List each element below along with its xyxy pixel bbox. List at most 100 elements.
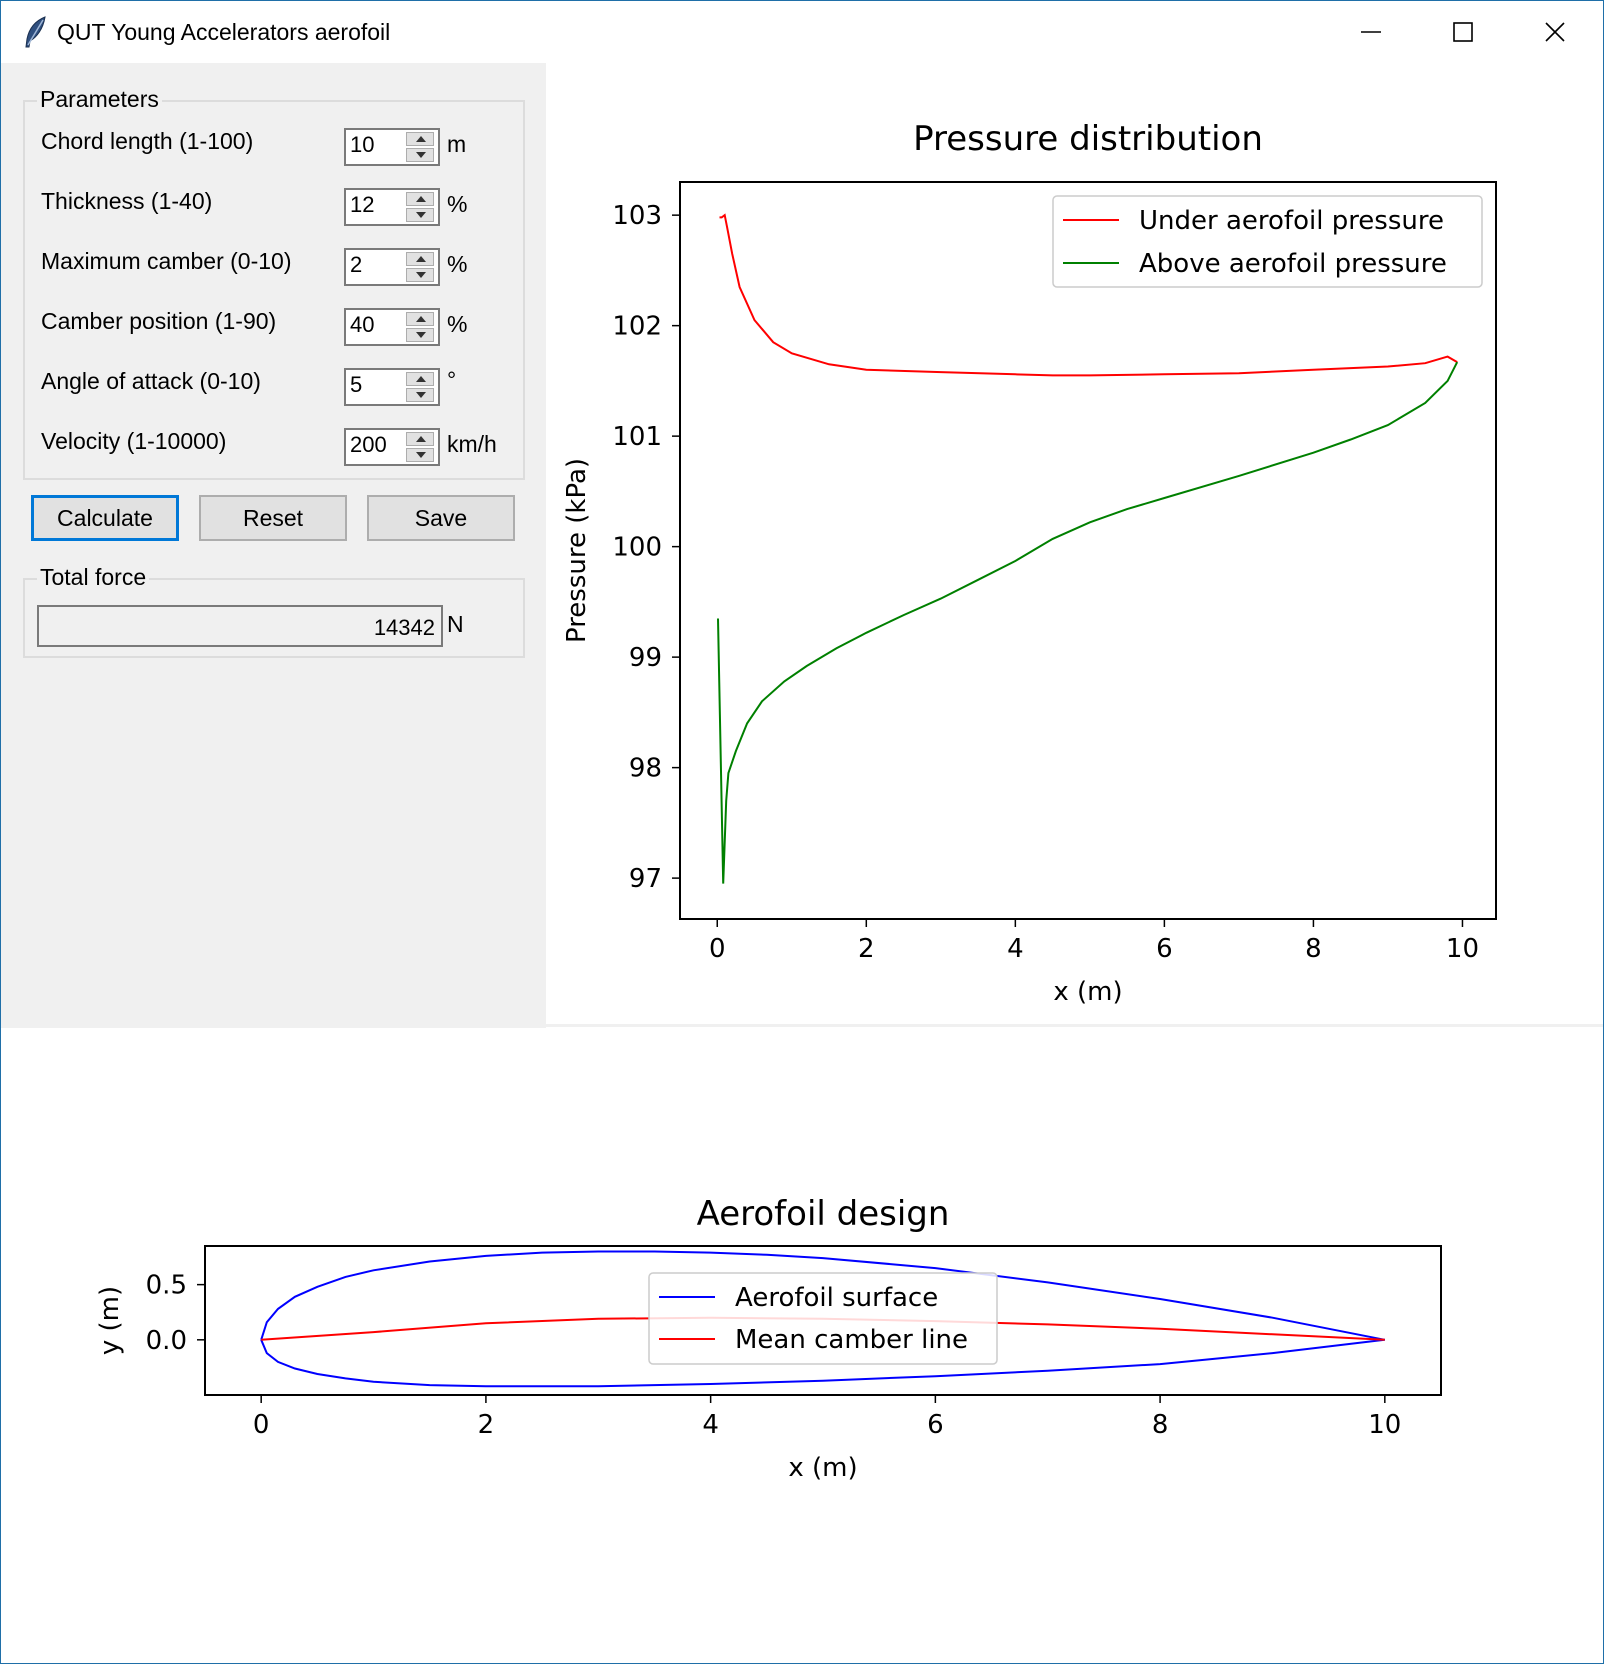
angle-of-attack-spin-arrows[interactable]: [406, 372, 436, 402]
maximum-camber-label: Maximum camber (0-10): [41, 248, 292, 274]
thickness-spinbox[interactable]: 12: [344, 188, 440, 226]
title-bar[interactable]: QUT Young Accelerators aerofoil: [1, 1, 1603, 63]
total-force-value: 14342: [373, 615, 435, 640]
velocity-spin-arrows[interactable]: [406, 432, 436, 462]
plot-frame: [204, 1245, 1442, 1396]
decrement-arrow-icon[interactable]: [406, 388, 434, 402]
y-tick-label: 0.0: [146, 1326, 187, 1356]
parameters-panel: Parameters Chord length (1-100) 10 m Thi…: [1, 63, 546, 1028]
x-tick-label: 8: [1152, 1410, 1169, 1440]
total-force-group: Total force: [23, 564, 525, 658]
maximum-camber-unit: %: [447, 251, 468, 277]
x-tick-label: 2: [478, 1410, 495, 1440]
calculate-button[interactable]: Calculate: [31, 495, 179, 541]
x-tick-label: 0: [709, 934, 726, 964]
increment-arrow-icon[interactable]: [406, 192, 434, 206]
chord-length-spinbox[interactable]: 10: [344, 128, 440, 166]
angle-of-attack-unit: °: [447, 367, 457, 393]
legend-label-1: Under aerofoil pressure: [1139, 206, 1444, 236]
close-button[interactable]: [1509, 1, 1601, 63]
angle-of-attack-value[interactable]: 5: [350, 372, 363, 397]
aerofoil-design-chart: Aerofoil design 0 2 4 6 8 10 0.0 0.5 x (m) y (m) Ae…: [95, 1194, 1442, 1483]
camber-position-spinbox[interactable]: 40: [344, 308, 440, 346]
reset-button[interactable]: Reset: [199, 495, 347, 541]
camber-position-value[interactable]: 40: [350, 312, 375, 337]
x-tick-label: 4: [1007, 934, 1024, 964]
maximize-icon: [1453, 22, 1473, 42]
maximum-camber-value[interactable]: 2: [350, 252, 363, 277]
x-tick-label: 4: [702, 1410, 719, 1440]
increment-arrow-icon[interactable]: [406, 432, 434, 446]
series-line-2: [717, 361, 1459, 884]
maximum-camber-spinbox[interactable]: 2: [344, 248, 440, 286]
thickness-unit: %: [447, 191, 468, 217]
x-tick-label: 10: [1446, 934, 1479, 964]
total-force-unit: N: [447, 611, 464, 637]
x-axis-label: x (m): [1053, 977, 1122, 1007]
decrement-arrow-icon[interactable]: [406, 328, 434, 342]
chord-length-spin-arrows[interactable]: [406, 132, 436, 162]
legend-label-2: Above aerofoil pressure: [1139, 249, 1447, 279]
thickness-value[interactable]: 12: [350, 192, 375, 217]
maximum-camber-spin-arrows[interactable]: [406, 252, 436, 282]
thickness-spin-arrows[interactable]: [406, 192, 436, 222]
legend-box: [1052, 195, 1483, 288]
legend-label-1: Aerofoil surface: [735, 1283, 938, 1313]
increment-arrow-icon[interactable]: [406, 372, 434, 386]
chord-length-value[interactable]: 10: [350, 132, 375, 157]
increment-arrow-icon[interactable]: [406, 132, 434, 146]
angle-of-attack-spinbox[interactable]: 5: [344, 368, 440, 406]
thickness-label: Thickness (1-40): [41, 188, 213, 214]
pressure-distribution-chart: Pressure distribution 0 2 4 6 8 10 97 98 99 100 101…: [562, 119, 1497, 1007]
x-tick-label: 6: [1156, 934, 1173, 964]
velocity-label: Velocity (1-10000): [41, 428, 227, 454]
velocity-unit: km/h: [447, 431, 497, 457]
decrement-arrow-icon[interactable]: [406, 208, 434, 222]
velocity-spinbox[interactable]: 200: [344, 428, 440, 466]
x-tick-label: 10: [1368, 1410, 1401, 1440]
y-tick-label: 0.5: [146, 1271, 187, 1301]
x-tick-label: 2: [858, 934, 875, 964]
y-tick-label: 101: [612, 422, 662, 452]
y-axis-label: y (m): [95, 1286, 125, 1355]
decrement-arrow-icon[interactable]: [406, 148, 434, 162]
chart-title: Pressure distribution: [913, 119, 1263, 159]
series-line-1: [719, 213, 1458, 377]
save-button[interactable]: Save: [367, 495, 515, 541]
legend-box: [648, 1272, 998, 1365]
series-line-1: [260, 1250, 1385, 1388]
decrement-arrow-icon[interactable]: [406, 268, 434, 282]
camber-position-unit: %: [447, 311, 468, 337]
x-tick-label: 8: [1305, 934, 1322, 964]
chord-length-unit: m: [447, 131, 467, 157]
increment-arrow-icon[interactable]: [406, 252, 434, 266]
camber-position-spin-arrows[interactable]: [406, 312, 436, 342]
increment-arrow-icon[interactable]: [406, 312, 434, 326]
total-force-group-title: Total force: [37, 564, 150, 591]
feather-icon: [25, 16, 46, 48]
y-tick-label: 98: [629, 754, 662, 784]
parameters-group: Parameters: [23, 86, 525, 480]
x-tick-label: 6: [927, 1410, 944, 1440]
chord-length-label: Chord length (1-100): [41, 128, 254, 154]
angle-of-attack-label: Angle of attack (0-10): [41, 368, 261, 394]
camber-position-label: Camber position (1-90): [41, 308, 277, 334]
decrement-arrow-icon[interactable]: [406, 448, 434, 462]
y-axis-label: Pressure (kPa): [562, 458, 592, 643]
minimize-button[interactable]: [1325, 1, 1417, 63]
velocity-value[interactable]: 200: [350, 432, 387, 457]
y-tick-label: 99: [629, 643, 662, 673]
aerofoil-chart-panel: Aerofoil design 0 2 4 6 8 10 0.0 0.5 x (m) y (m) Ae…: [1, 1028, 1603, 1663]
total-force-field[interactable]: 14342: [37, 605, 443, 647]
minimize-icon: [1361, 31, 1381, 33]
x-tick-label: 0: [253, 1410, 270, 1440]
plot-frame: [679, 181, 1497, 920]
close-icon: [1545, 22, 1565, 42]
chart-title: Aerofoil design: [697, 1194, 950, 1234]
y-tick-label: 102: [612, 312, 662, 342]
maximize-button[interactable]: [1417, 1, 1509, 63]
y-tick-label: 97: [629, 864, 662, 894]
legend-label-2: Mean camber line: [735, 1325, 968, 1355]
x-axis-label: x (m): [788, 1453, 857, 1483]
